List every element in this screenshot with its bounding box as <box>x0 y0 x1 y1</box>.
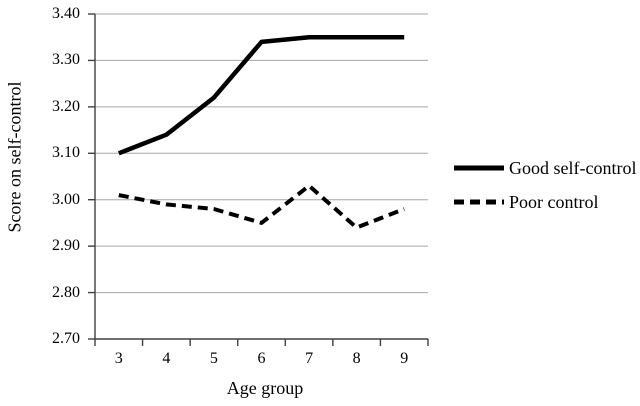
x-tick-label: 8 <box>352 350 361 367</box>
legend-label-poor-control: Poor control <box>509 191 599 212</box>
x-tick-label: 7 <box>305 350 314 367</box>
legend: Good self-control Poor control <box>453 157 636 213</box>
legend-item-poor-control: Poor control <box>453 191 636 213</box>
legend-label-good-self-control: Good self-control <box>509 157 637 178</box>
legend-item-good-self-control: Good self-control <box>453 157 636 179</box>
y-tick-label: 2.80 <box>52 283 80 301</box>
x-tick-label: 5 <box>209 350 218 367</box>
y-tick-label: 3.00 <box>52 190 80 208</box>
y-tick-label: 3.30 <box>52 51 80 69</box>
series-line-solid <box>117 34 405 156</box>
y-axis-title: Score on self-control <box>4 81 25 233</box>
x-axis-title: Age group <box>226 378 304 398</box>
x-tick-label: 4 <box>162 350 171 367</box>
y-tick-label: 3.10 <box>52 144 80 162</box>
y-tick-label: 3.40 <box>52 5 80 22</box>
y-tick-label: 2.90 <box>52 237 80 255</box>
y-tick-label: 2.70 <box>52 330 80 347</box>
y-tick-label: 3.20 <box>52 97 80 115</box>
x-tick-label: 6 <box>257 350 266 367</box>
x-tick-label: 3 <box>114 350 123 367</box>
series-line-dashed <box>118 183 405 230</box>
x-tick-label: 9 <box>400 350 409 367</box>
dashed-line-swatch <box>454 199 504 205</box>
solid-line-swatch <box>454 165 504 171</box>
